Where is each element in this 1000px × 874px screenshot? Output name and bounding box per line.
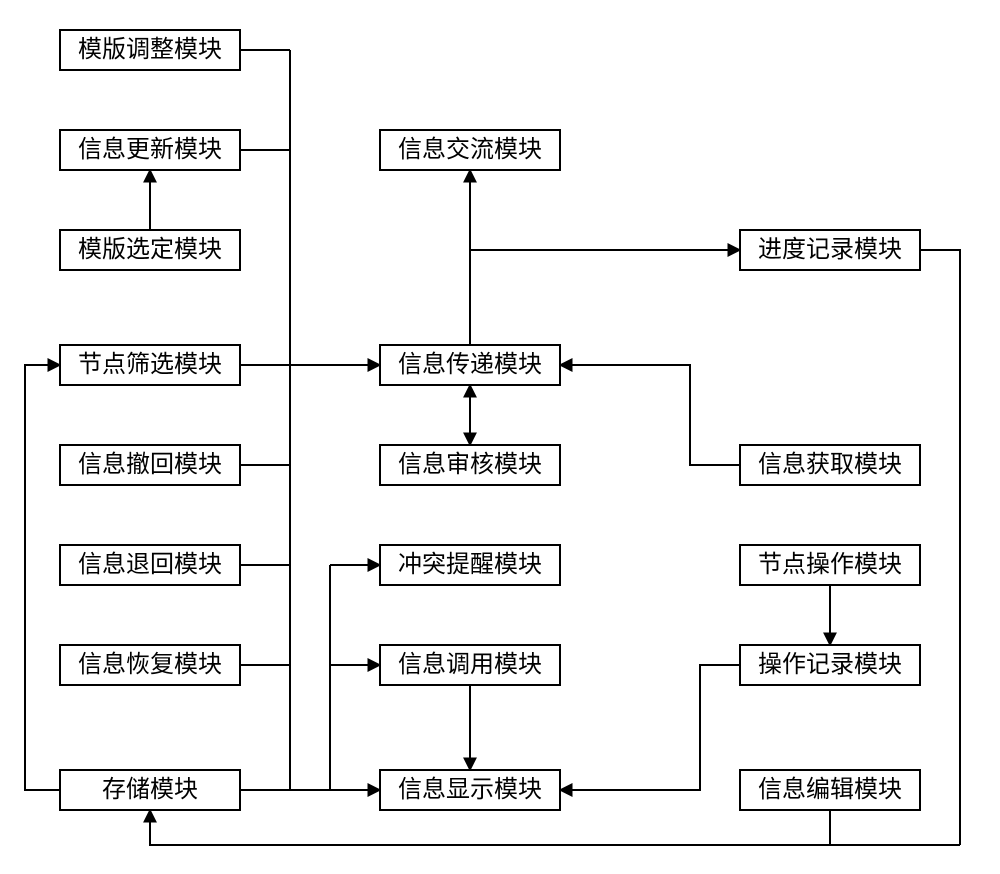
node-label: 模版选定模块 xyxy=(78,236,222,263)
node-n_info_exchange: 信息交流模块 xyxy=(380,130,560,170)
node-n_info_acquire: 信息获取模块 xyxy=(740,445,920,485)
node-n_operate_record: 操作记录模块 xyxy=(740,645,920,685)
node-n_progress_record: 进度记录模块 xyxy=(740,230,920,270)
node-n_info_update: 信息更新模块 xyxy=(60,130,240,170)
node-n_storage: 存储模块 xyxy=(60,770,240,810)
node-label: 信息获取模块 xyxy=(758,451,902,478)
node-label: 信息更新模块 xyxy=(78,136,222,163)
node-label: 信息撤回模块 xyxy=(78,451,222,478)
node-n_info_withdraw: 信息撤回模块 xyxy=(60,445,240,485)
node-label: 信息调用模块 xyxy=(398,651,542,678)
edge xyxy=(560,665,740,790)
edge xyxy=(920,250,960,845)
node-n_info_review: 信息审核模块 xyxy=(380,445,560,485)
node-n_info_return: 信息退回模块 xyxy=(60,545,240,585)
node-n_conflict_remind: 冲突提醒模块 xyxy=(380,545,560,585)
node-n_info_display: 信息显示模块 xyxy=(380,770,560,810)
edge xyxy=(150,810,830,845)
node-n_info_call: 信息调用模块 xyxy=(380,645,560,685)
node-n_template_select: 模版选定模块 xyxy=(60,230,240,270)
node-label: 信息显示模块 xyxy=(398,776,542,803)
node-label: 进度记录模块 xyxy=(758,236,902,263)
node-n_node_filter: 节点筛选模块 xyxy=(60,345,240,385)
node-n_info_restore: 信息恢复模块 xyxy=(60,645,240,685)
edge xyxy=(25,365,60,790)
node-label: 操作记录模块 xyxy=(758,651,902,678)
node-label: 存储模块 xyxy=(102,776,198,803)
node-label: 信息退回模块 xyxy=(78,551,222,578)
node-label: 节点筛选模块 xyxy=(78,351,222,378)
node-n_info_transfer: 信息传递模块 xyxy=(380,345,560,385)
node-label: 信息恢复模块 xyxy=(78,651,222,678)
node-n_template_adjust: 模版调整模块 xyxy=(60,30,240,70)
node-label: 冲突提醒模块 xyxy=(398,551,542,578)
node-label: 信息编辑模块 xyxy=(758,776,902,803)
node-n_node_operate: 节点操作模块 xyxy=(740,545,920,585)
node-label: 信息审核模块 xyxy=(398,451,542,478)
node-label: 节点操作模块 xyxy=(758,551,902,578)
node-label: 信息传递模块 xyxy=(398,351,542,378)
flowchart-diagram: 模版调整模块信息更新模块模版选定模块节点筛选模块信息撤回模块信息退回模块信息恢复… xyxy=(0,0,1000,874)
node-label: 模版调整模块 xyxy=(78,36,222,63)
node-label: 信息交流模块 xyxy=(398,136,542,163)
edge xyxy=(560,365,740,465)
node-n_info_edit: 信息编辑模块 xyxy=(740,770,920,810)
